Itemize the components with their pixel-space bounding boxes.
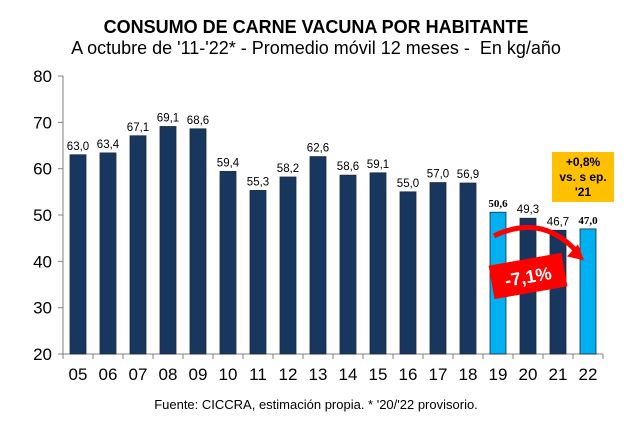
callout-box: +0,8% vs. s ep. '21: [552, 152, 614, 202]
y-tick-label: 30: [33, 299, 52, 318]
data-label: 63,0: [67, 141, 89, 153]
data-label: 50,6: [488, 198, 508, 210]
bar: [219, 171, 237, 355]
x-tick-label: 16: [399, 365, 418, 384]
x-tick-label: 11: [249, 365, 267, 384]
data-label: 68,6: [187, 115, 209, 127]
x-tick-label: 05: [69, 365, 88, 384]
trend-arrow: [492, 224, 580, 255]
x-tick-label: 20: [519, 365, 538, 384]
change-badge-bg: [488, 252, 568, 300]
y-tick-label: 20: [33, 345, 52, 364]
data-label: 59,1: [367, 159, 389, 171]
data-label: 49,3: [517, 204, 539, 216]
y-tick-label: 80: [33, 67, 52, 86]
x-tick-label: 21: [549, 365, 568, 384]
chart-title: CONSUMO DE CARNE VACUNA POR HABITANTE: [103, 17, 529, 37]
x-tick-label: 14: [339, 365, 358, 384]
x-tick-label: 08: [159, 365, 178, 384]
callout-line: '21: [574, 185, 592, 199]
chart-subtitle: A octubre de '11-'22* - Promedio móvil 1…: [71, 38, 561, 58]
bar: [459, 182, 477, 355]
change-badge: -7,1%: [488, 252, 568, 300]
data-label: 56,9: [457, 169, 479, 181]
bar: [249, 190, 267, 355]
data-label: 46,7: [547, 216, 569, 228]
x-tick-label: 13: [309, 365, 328, 384]
x-tick-label: 22: [579, 365, 598, 384]
y-tick-label: 40: [33, 252, 52, 271]
x-tick-label: 17: [429, 365, 448, 384]
data-label: 57,0: [427, 169, 449, 181]
x-tick-label: 19: [489, 365, 508, 384]
y-tick-label: 70: [33, 113, 52, 132]
data-label: 59,4: [217, 157, 240, 169]
bar: [549, 229, 567, 355]
arrow-head: [567, 244, 584, 261]
bar: [339, 174, 357, 355]
data-label: 63,4: [97, 139, 120, 151]
bar: [399, 191, 417, 355]
bar: [69, 154, 87, 355]
bar: [579, 228, 597, 355]
bar: [429, 182, 447, 355]
data-label: 58,2: [277, 163, 299, 175]
x-tick-label: 09: [189, 365, 208, 384]
bar: [369, 172, 387, 355]
y-tick-label: 50: [33, 206, 52, 225]
x-tick-label: 07: [129, 365, 148, 384]
source-note: Fuente: CICCRA, estimación propia. * '20…: [154, 397, 478, 412]
bar: [279, 176, 297, 355]
data-label: 55,3: [247, 176, 269, 188]
data-label: 69,1: [157, 113, 179, 125]
bar: [159, 126, 177, 355]
bar: [99, 152, 117, 355]
x-tick-label: 10: [219, 365, 238, 384]
x-tick-label: 12: [279, 365, 298, 384]
callout-line: +0,8%: [565, 155, 601, 169]
y-tick-label: 60: [33, 160, 52, 179]
x-tick-label: 15: [369, 365, 388, 384]
x-tick-label: 18: [459, 365, 478, 384]
callout-line: vs. s ep.: [559, 170, 607, 184]
bar: [309, 156, 327, 355]
data-label: 62,6: [307, 143, 329, 155]
data-label: 55,0: [397, 178, 419, 190]
data-label: 47,0: [578, 215, 598, 227]
x-tick-label: 06: [99, 365, 118, 384]
bar: [189, 128, 207, 355]
data-label: 67,1: [127, 122, 149, 134]
bar: [129, 135, 147, 355]
data-label: 58,6: [337, 161, 359, 173]
